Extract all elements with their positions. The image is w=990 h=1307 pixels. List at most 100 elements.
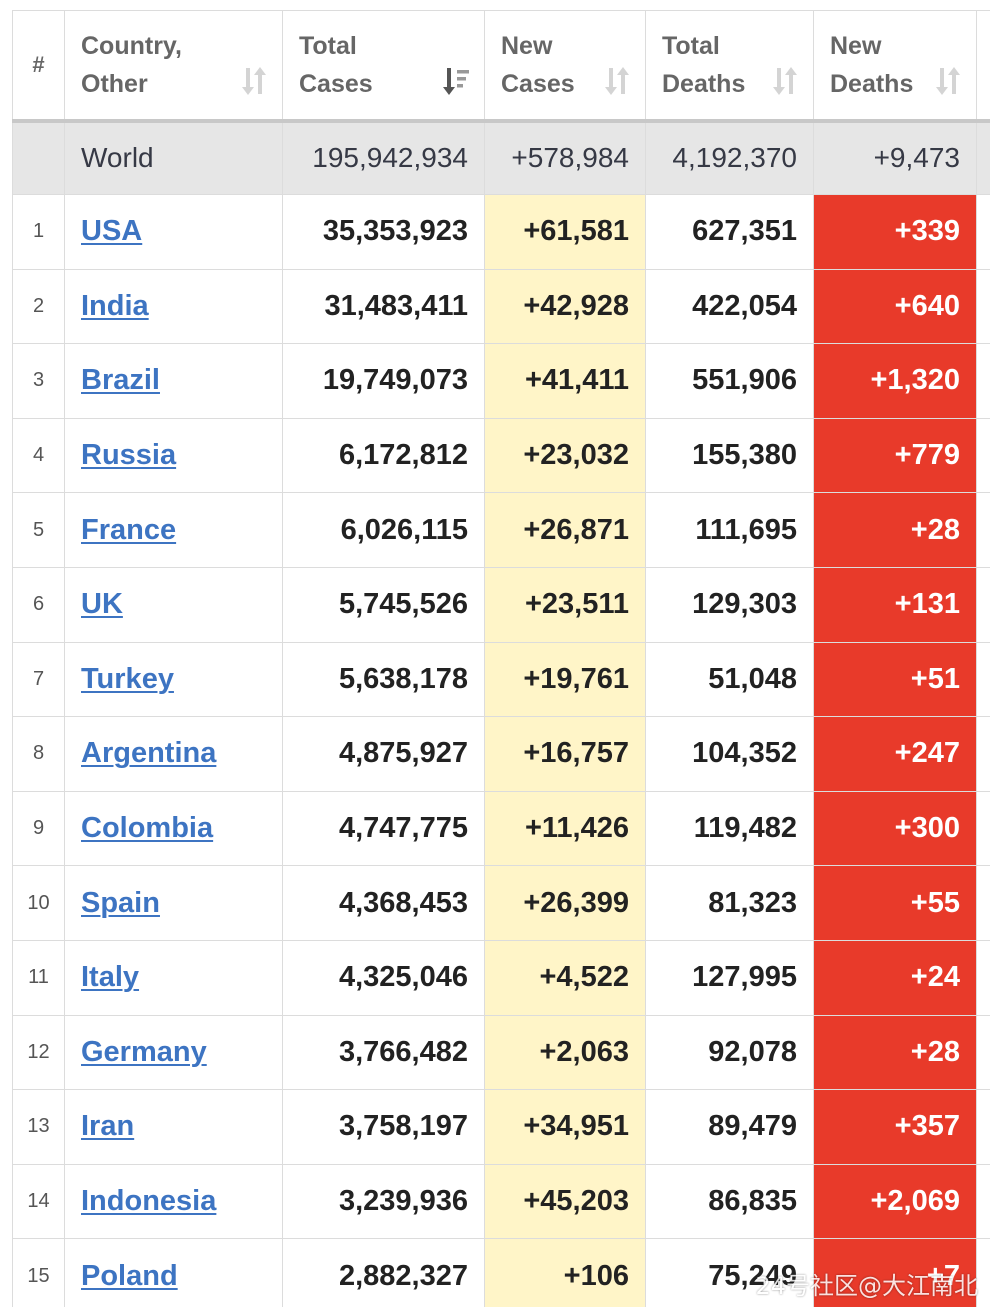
table-row: 14 Indonesia 3,239,936 +45,203 86,835 +2,069 (12, 1163, 990, 1240)
total-deaths-cell: 86,835 (645, 1163, 814, 1240)
country-cell: Indonesia (64, 1163, 283, 1240)
world-overflow-cell (976, 120, 990, 195)
total-deaths-cell: 119,482 (645, 790, 814, 867)
overflow-cell (976, 716, 990, 792)
table-row: 13 Iran 3,758,197 +34,951 89,479 +357 (12, 1089, 990, 1165)
total-deaths-cell: 104,352 (645, 716, 814, 792)
country-cell: Germany (64, 1014, 283, 1091)
rank-cell: 5 (12, 492, 65, 568)
rank-cell: 3 (12, 343, 65, 419)
overflow-cell (976, 417, 990, 494)
country-link[interactable]: UK (81, 588, 123, 621)
total-deaths-cell: 89,479 (645, 1089, 814, 1165)
covid-stats-table: # Country, Other Total Cases New Cases (12, 10, 990, 1307)
new-deaths-cell: +51 (813, 641, 977, 718)
table-row: 5 France 6,026,115 +26,871 111,695 +28 (12, 492, 990, 568)
total-deaths-cell: 627,351 (645, 194, 814, 270)
total-cases-cell: 6,026,115 (282, 492, 485, 568)
rank-cell: 13 (12, 1089, 65, 1165)
country-link[interactable]: USA (81, 215, 143, 248)
new-cases-cell: +23,032 (484, 417, 646, 494)
total-cases-cell: 2,882,327 (282, 1238, 485, 1307)
country-link[interactable]: India (81, 289, 149, 322)
overflow-cell (976, 865, 990, 941)
overflow-cell (976, 1163, 990, 1240)
country-link[interactable]: Colombia (81, 812, 214, 845)
rank-cell: 8 (12, 716, 65, 792)
world-country-cell: World (64, 120, 283, 195)
country-cell: Argentina (64, 716, 283, 792)
country-cell: Russia (64, 417, 283, 494)
new-deaths-cell: +640 (813, 268, 977, 345)
country-cell: India (64, 268, 283, 345)
overflow-cell (976, 492, 990, 568)
table-row: 15 Poland 2,882,327 +106 75,249 +7 (12, 1238, 990, 1307)
total-cases-cell: 19,749,073 (282, 343, 485, 419)
new-cases-cell: +26,399 (484, 865, 646, 941)
country-link[interactable]: Germany (81, 1035, 207, 1068)
overflow-cell (976, 268, 990, 345)
overflow-cell (976, 790, 990, 867)
country-link[interactable]: Argentina (81, 737, 217, 770)
new-cases-cell: +61,581 (484, 194, 646, 270)
country-cell: Italy (64, 939, 283, 1016)
total-cases-cell: 4,875,927 (282, 716, 485, 792)
new-cases-cell: +2,063 (484, 1014, 646, 1091)
sort-arrows-icon[interactable] (603, 65, 631, 97)
overflow-cell (976, 939, 990, 1016)
total-deaths-cell: 155,380 (645, 417, 814, 494)
country-link[interactable]: Brazil (81, 364, 160, 397)
total-cases-cell: 35,353,923 (282, 194, 485, 270)
country-link[interactable]: Poland (81, 1259, 178, 1292)
total-cases-cell: 4,325,046 (282, 939, 485, 1016)
total-cases-cell: 4,368,453 (282, 865, 485, 941)
country-link[interactable]: Spain (81, 886, 160, 919)
new-cases-cell: +41,411 (484, 343, 646, 419)
rank-cell: 4 (12, 417, 65, 494)
new-cases-cell: +106 (484, 1238, 646, 1307)
new-cases-cell: +23,511 (484, 566, 646, 643)
total-deaths-cell: 111,695 (645, 492, 814, 568)
country-link[interactable]: Turkey (81, 662, 174, 695)
new-deaths-cell: +339 (813, 194, 977, 270)
rank-cell: 1 (12, 194, 65, 270)
new-cases-cell: +45,203 (484, 1163, 646, 1240)
new-deaths-cell: +28 (813, 1014, 977, 1091)
rank-cell: 9 (12, 790, 65, 867)
country-cell: USA (64, 194, 283, 270)
total-cases-cell: 3,758,197 (282, 1089, 485, 1165)
header-total-deaths[interactable]: Total Deaths (645, 10, 814, 123)
table-row: 3 Brazil 19,749,073 +41,411 551,906 +1,320 (12, 343, 990, 419)
country-link[interactable]: France (81, 513, 177, 546)
total-cases-cell: 3,766,482 (282, 1014, 485, 1091)
header-new-deaths[interactable]: New Deaths (813, 10, 977, 123)
new-cases-cell: +11,426 (484, 790, 646, 867)
new-deaths-cell: +24 (813, 939, 977, 1016)
header-total-cases[interactable]: Total Cases (282, 10, 485, 123)
country-link[interactable]: Russia (81, 439, 177, 472)
new-deaths-cell: +357 (813, 1089, 977, 1165)
world-rank-cell (12, 120, 65, 195)
world-total-cases: 195,942,934 (282, 120, 485, 195)
header-rank[interactable]: # (12, 10, 65, 123)
rank-cell: 7 (12, 641, 65, 718)
overflow-cell (976, 1089, 990, 1165)
table-row: 1 USA 35,353,923 +61,581 627,351 +339 (12, 194, 990, 270)
overflow-cell (976, 194, 990, 270)
total-deaths-cell: 127,995 (645, 939, 814, 1016)
table-row: 2 India 31,483,411 +42,928 422,054 +640 (12, 268, 990, 345)
country-link[interactable]: Indonesia (81, 1185, 217, 1218)
header-country[interactable]: Country, Other (64, 10, 283, 123)
country-cell: Brazil (64, 343, 283, 419)
sort-arrows-icon[interactable] (240, 65, 268, 97)
country-link[interactable]: Italy (81, 961, 140, 994)
sort-descending-icon[interactable] (442, 65, 470, 97)
header-new-cases[interactable]: New Cases (484, 10, 646, 123)
total-deaths-cell: 551,906 (645, 343, 814, 419)
sort-arrows-icon[interactable] (934, 65, 962, 97)
rank-cell: 15 (12, 1238, 65, 1307)
rank-cell: 6 (12, 566, 65, 643)
new-deaths-cell: +779 (813, 417, 977, 494)
sort-arrows-icon[interactable] (771, 65, 799, 97)
country-link[interactable]: Iran (81, 1110, 135, 1143)
